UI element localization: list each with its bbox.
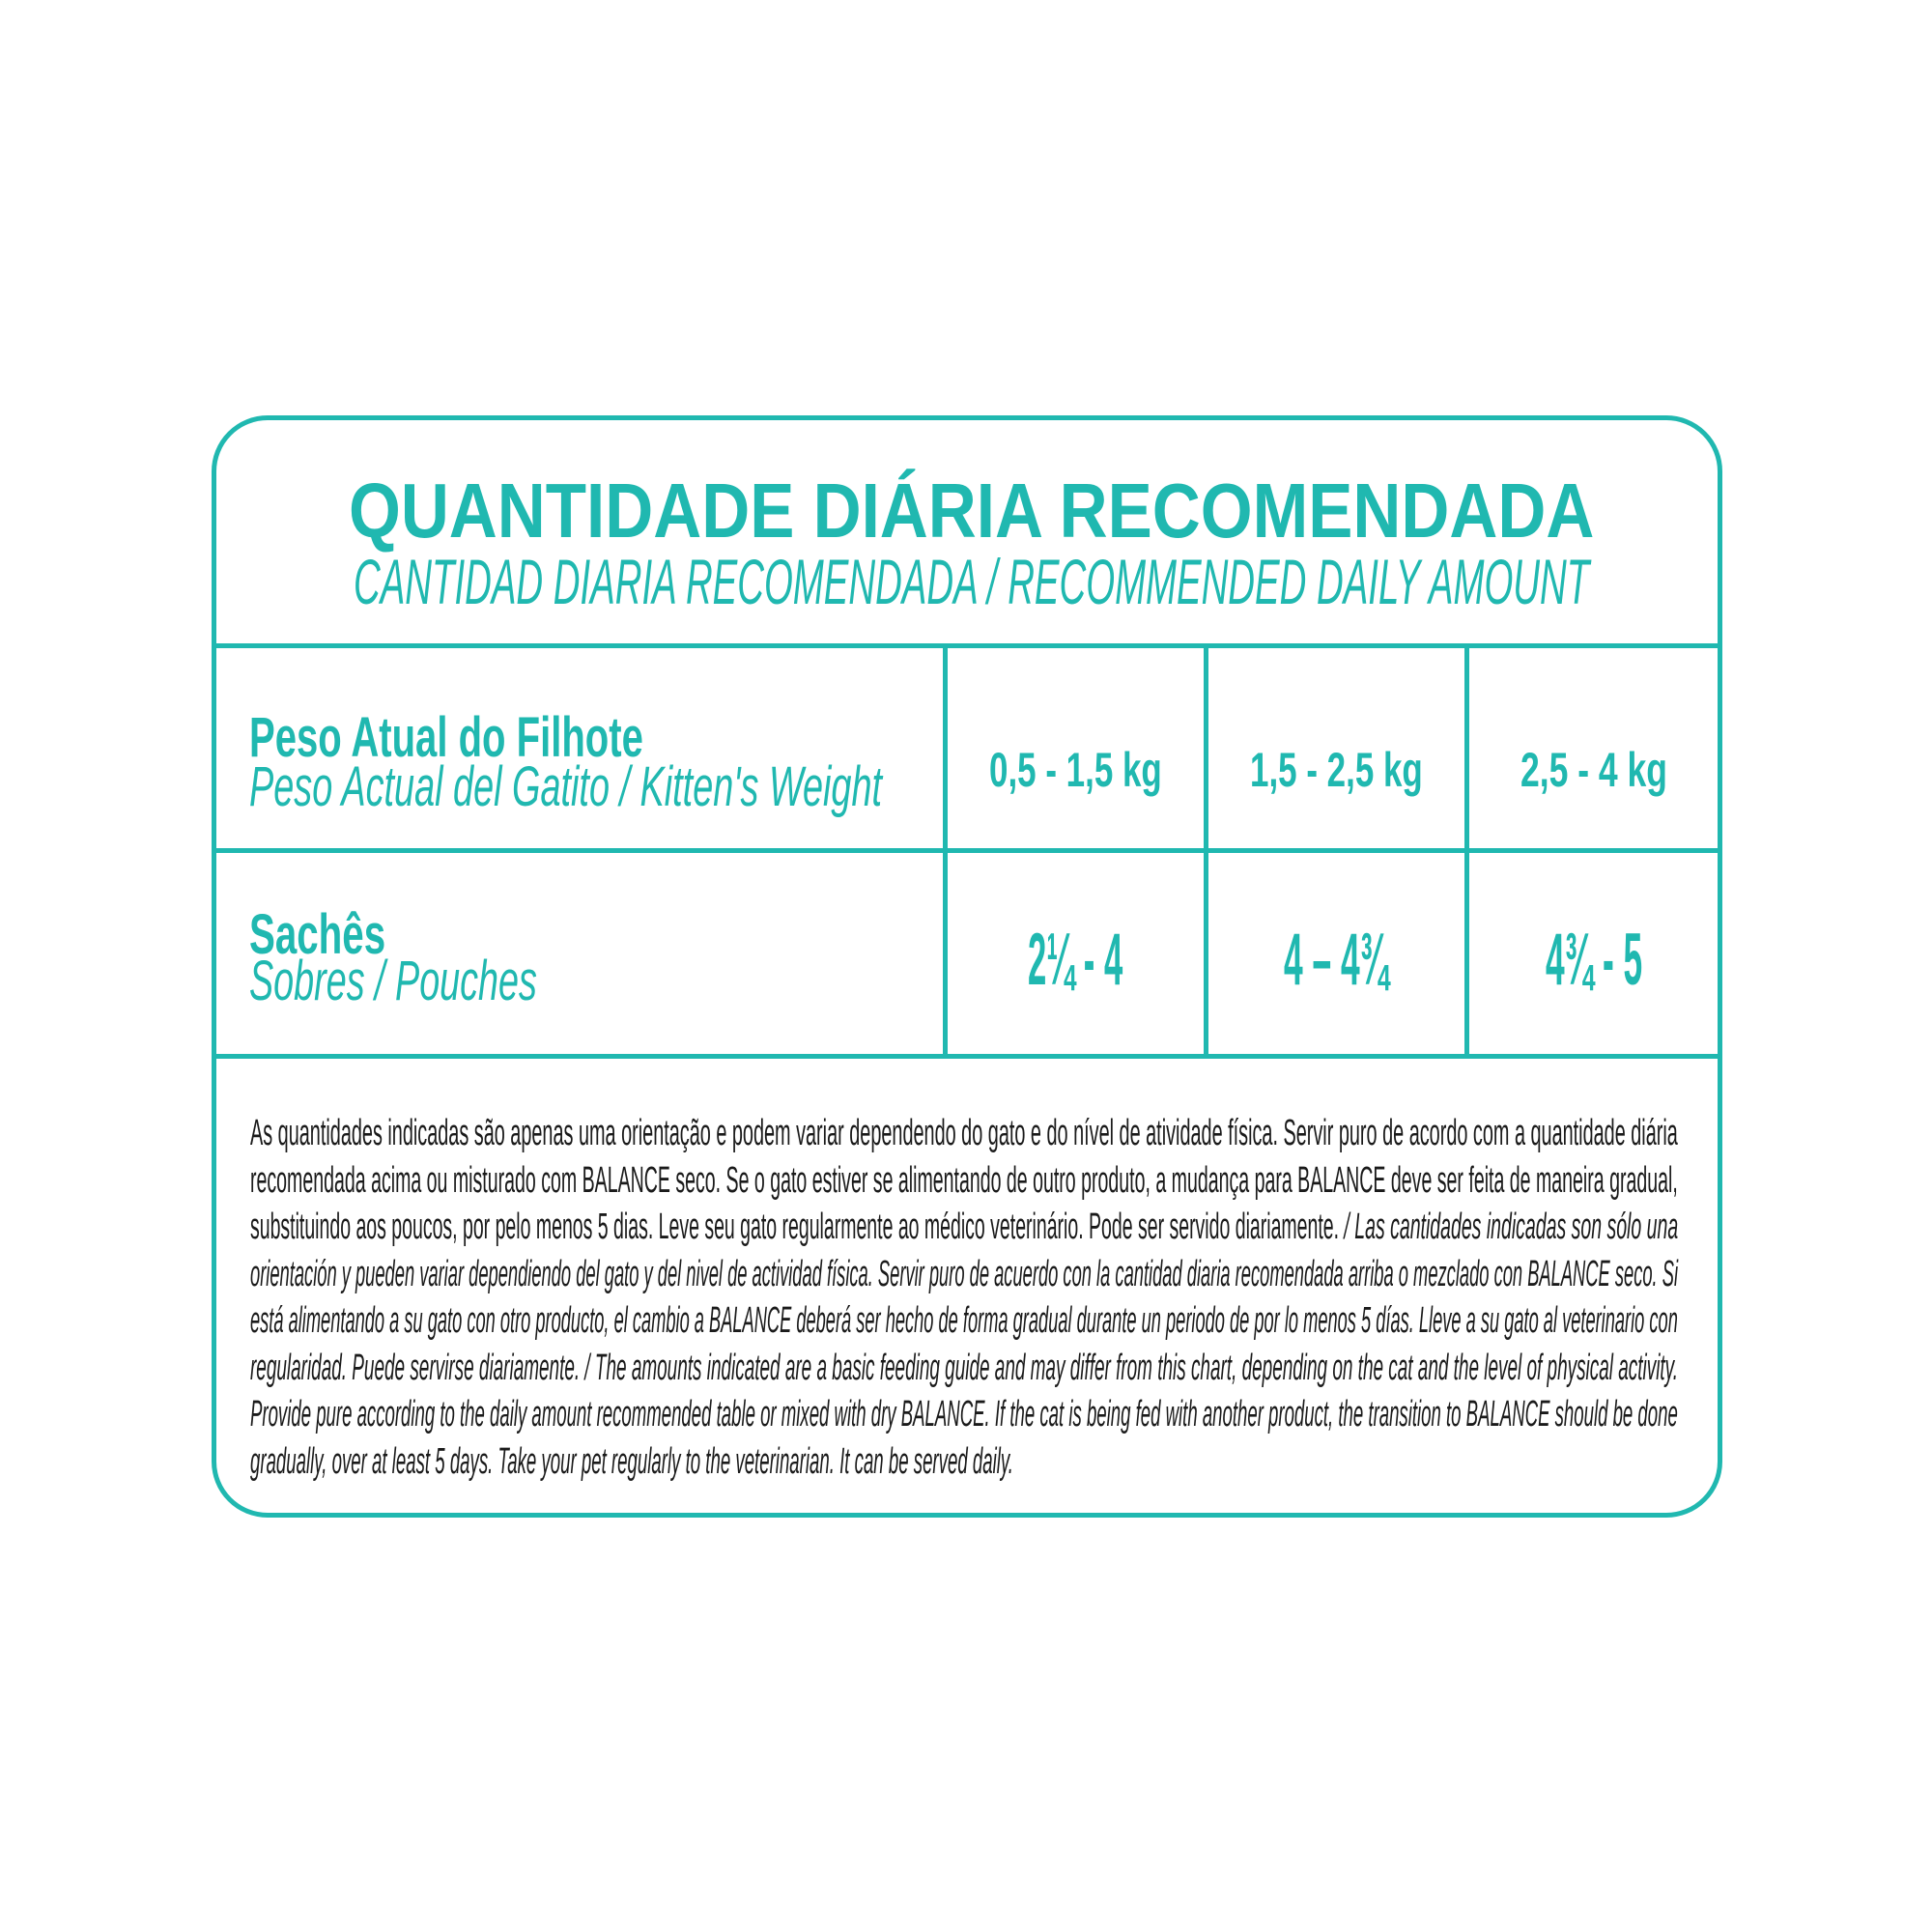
note-line: orientación y pueden variar dependiendo … (250, 1256, 1678, 1293)
weight-value: 0,5 - 1,5 kg (988, 743, 1162, 797)
note-text-es-en: orientación y pueden variar dependiendo … (250, 1253, 1679, 1294)
pouches-value: 4¾ - 5 (1546, 919, 1643, 1001)
note-text-pt: substituindo aos poucos, por pelo menos … (250, 1207, 1345, 1247)
feeding-table-frame (212, 415, 1722, 1518)
note-text-es-en: gradually, over at least 5 days. Take yo… (250, 1440, 1013, 1482)
weight-value: 2,5 - 4 kg (1520, 743, 1667, 797)
note-text-pt: recomendada acima ou misturado com BALAN… (250, 1159, 1678, 1201)
note-line: regularidad. Puede servirse diariamente.… (250, 1350, 1678, 1386)
page-title: QUANTIDADE DIÁRIA RECOMENDADA (348, 468, 1594, 554)
pouches-sublabel: Sobres / Pouches (249, 950, 537, 1012)
note-text-es-en: está alimentando a su gato con otro prod… (250, 1300, 1678, 1341)
weight-label: Peso Atual do Filhote (249, 706, 643, 769)
note-text-es-en: / Las cantidades indicadas son sólo una (1344, 1207, 1679, 1247)
note-line: Provide pure according to the daily amou… (250, 1396, 1678, 1433)
pouches-label: Sachês (249, 903, 386, 966)
page-subtitle: CANTIDAD DIARIA RECOMENDADA / RECOMMENDE… (353, 546, 1589, 617)
note-line: As quantidades indicadas são apenas uma … (250, 1115, 1678, 1151)
note-text-pt: As quantidades indicadas são apenas uma … (250, 1113, 1678, 1153)
column-divider (943, 645, 948, 1056)
divider (212, 643, 1722, 648)
note-text-es-en: regularidad. Puede servirse diariamente.… (250, 1347, 1678, 1388)
column-divider (1204, 645, 1208, 1056)
note-line: está alimentando a su gato con otro prod… (250, 1302, 1678, 1339)
weight-sublabel: Peso Actual del Gatito / Kitten's Weight (249, 755, 883, 818)
note-line: gradually, over at least 5 days. Take yo… (250, 1443, 1013, 1480)
note-line: substituindo aos poucos, por pelo menos … (250, 1208, 1678, 1245)
pouches-value: 2¼ - 4 (1028, 919, 1123, 1001)
note-text-es-en: Provide pure according to the daily amou… (250, 1394, 1678, 1435)
column-divider (1464, 645, 1469, 1056)
note-line: recomendada acima ou misturado com BALAN… (250, 1162, 1678, 1199)
weight-value: 1,5 - 2,5 kg (1249, 743, 1423, 797)
pouches-value: 4 – 4¾ (1284, 919, 1389, 1001)
divider (212, 1054, 1722, 1059)
divider (212, 848, 1722, 853)
